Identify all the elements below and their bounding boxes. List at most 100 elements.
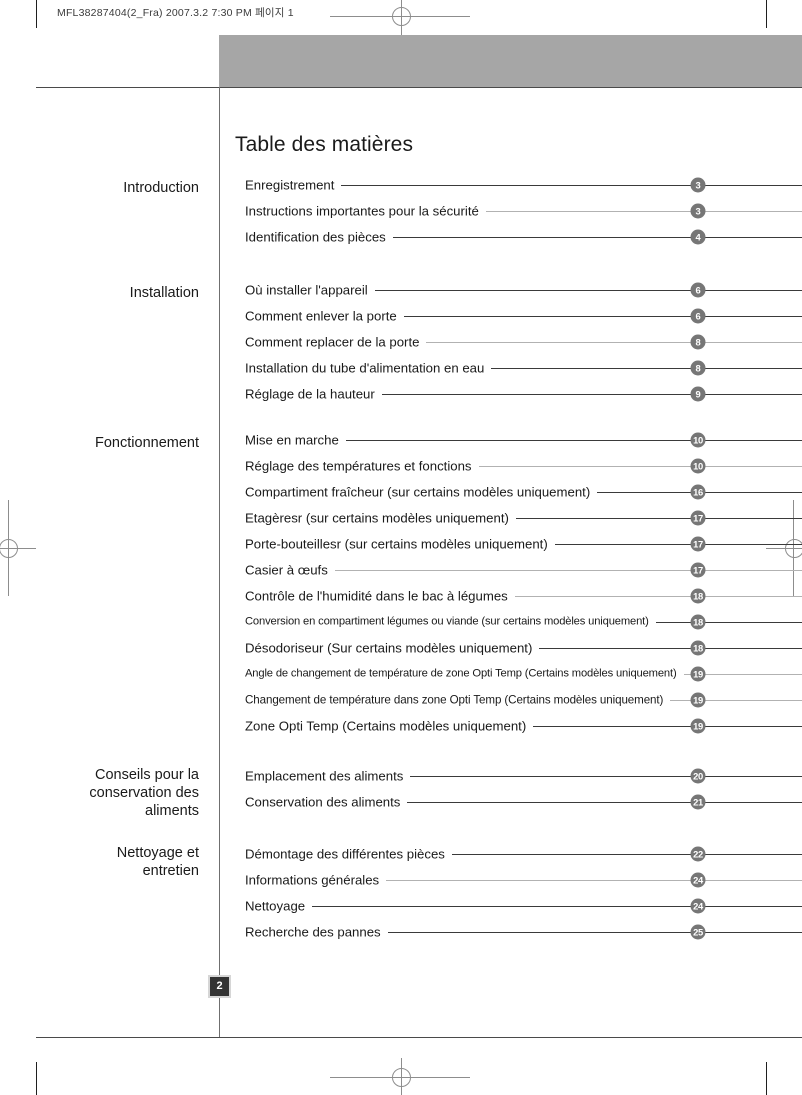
toc-entry[interactable]: Casier à œufs 17 [245,557,802,583]
toc-page-number-badge: 21 [690,794,706,810]
toc-entry-label: Contrôle de l'humidité dans le bac à lég… [245,588,515,604]
trim-line-right-vertical [766,0,767,28]
toc-entry[interactable]: Emplacement des aliments 20 [245,763,802,789]
toc-entry-label: Recherche des pannes [245,924,388,940]
toc-entry-label: Désodoriseur (Sur certains modèles uniqu… [245,640,540,656]
folio-box: 2 [208,975,231,998]
toc-entry[interactable]: Conservation des aliments 21 [245,789,802,815]
toc-entry-label: Conservation des aliments [245,794,408,810]
toc-page-number-badge: 24 [690,898,706,914]
toc-entry[interactable]: Comment replacer de la porte 8 [245,329,802,355]
toc-page-number-badge: 19 [690,692,706,708]
toc-entry[interactable]: Installation du tube d'alimentation en e… [245,355,802,381]
toc-entry-label: Emplacement des aliments [245,768,411,784]
toc-entries-introduction: Enregistrement 3 Instructions importante… [245,172,802,250]
toc-page-number-badge: 6 [690,282,706,298]
toc-entry-label: Casier à œufs [245,562,335,578]
toc-page-number-badge: 20 [690,768,706,784]
toc-page-number-badge: 19 [690,666,706,682]
toc-page-number-badge: 8 [690,334,706,350]
toc-entry-label: Où installer l'appareil [245,282,375,298]
trim-line-right-vertical-bottom [766,1062,767,1095]
toc-page-number-badge: 10 [690,458,706,474]
registration-mark-top-icon [392,7,411,26]
toc-page-number-badge: 4 [690,229,706,245]
toc-entry-label: Angle de changement de température de zo… [245,666,684,682]
toc-entry[interactable]: Identification des pièces 4 [245,224,802,250]
toc-entry-label: Changement de température dans zone Opti… [245,692,671,708]
toc-entry-label: Réglage de la hauteur [245,386,382,402]
toc-page-number-badge: 17 [690,510,706,526]
toc-entry-label: Nettoyage [245,898,313,914]
registration-mark-right-icon [785,539,802,558]
toc-entry[interactable]: Mise en marche 10 [245,427,802,453]
toc-entry[interactable]: Etagèresr (sur certains modèles uniqueme… [245,505,802,531]
toc-page-number-badge: 9 [690,386,706,402]
toc-entry[interactable]: Recherche des pannes 25 [245,919,802,945]
horizontal-rule-top [36,87,802,88]
toc-entry[interactable]: Compartiment fraîcheur (sur certains mod… [245,479,802,505]
leader-line [245,854,802,855]
registration-line-right-horizontal [766,548,802,549]
toc-entry-label: Identification des pièces [245,229,393,245]
toc-entry-label: Conversion en compartiment légumes ou vi… [245,614,656,630]
toc-entry[interactable]: Changement de température dans zone Opti… [245,687,802,713]
toc-page-number-badge: 8 [690,360,706,376]
trim-line-left-vertical [36,0,37,28]
registration-mark-left-icon [0,539,18,558]
toc-entry-label: Démontage des différentes pièces [245,846,452,862]
toc-entry[interactable]: Angle de changement de température de zo… [245,661,802,687]
toc-entry[interactable]: Nettoyage 24 [245,893,802,919]
leader-line [245,316,802,317]
toc-entry[interactable]: Conversion en compartiment légumes ou vi… [245,609,802,635]
toc-page-number-badge: 17 [690,536,706,552]
toc-entry-label: Informations générales [245,872,387,888]
toc-page-number-badge: 24 [690,872,706,888]
vertical-column-divider [219,87,220,1037]
leader-line [245,237,802,238]
registration-mark-bottom-icon [392,1068,411,1087]
toc-page-number-badge: 18 [690,640,706,656]
toc-entry[interactable]: Enregistrement 3 [245,172,802,198]
toc-entry-label: Instructions importantes pour la sécurit… [245,203,486,219]
toc-entry[interactable]: Réglage de la hauteur 9 [245,381,802,407]
leader-line [245,596,802,597]
trim-line-left-vertical-bottom [36,1062,37,1095]
leader-line [245,185,802,186]
toc-entry[interactable]: Comment enlever la porte 6 [245,303,802,329]
toc-page-number-badge: 17 [690,562,706,578]
toc-entry[interactable]: Contrôle de l'humidité dans le bac à lég… [245,583,802,609]
toc-entry-label: Etagèresr (sur certains modèles uniqueme… [245,510,516,526]
toc-entry-label: Enregistrement [245,177,342,193]
toc-entry-label: Compartiment fraîcheur (sur certains mod… [245,484,598,500]
leader-line [245,776,802,777]
leader-line [245,342,802,343]
leader-line [245,394,802,395]
toc-entry[interactable]: Instructions importantes pour la sécurit… [245,198,802,224]
toc-page-number-badge: 18 [690,614,706,630]
toc-entry[interactable]: Zone Opti Temp (Certains modèles uniquem… [245,713,802,739]
toc-entry-label: Porte-bouteillesr (sur certains modèles … [245,536,555,552]
folio-number: 2 [210,977,229,996]
leader-line [245,368,802,369]
header-gray-banner [219,35,802,87]
toc-entry-label: Comment replacer de la porte [245,334,427,350]
toc-entry-label: Zone Opti Temp (Certains modèles uniquem… [245,718,534,734]
leader-line [245,290,802,291]
toc-entry-label: Comment enlever la porte [245,308,404,324]
toc-entry[interactable]: Désodoriseur (Sur certains modèles uniqu… [245,635,802,661]
leader-line [245,932,802,933]
prepress-header-text: MFL38287404(2_Fra) 2007.3.2 7:30 PM 페이지 … [57,7,294,19]
toc-page-number-badge: 3 [690,177,706,193]
toc-entry-label: Installation du tube d'alimentation en e… [245,360,492,376]
toc-page-number-badge: 18 [690,588,706,604]
toc-entry[interactable]: Informations générales 24 [245,867,802,893]
toc-entry[interactable]: Réglage des températures et fonctions 10 [245,453,802,479]
leader-line [245,466,802,467]
toc-group-title-fonctionnement: Fonctionnement [95,435,199,451]
toc-entry[interactable]: Démontage des différentes pièces 22 [245,841,802,867]
toc-entry[interactable]: Où installer l'appareil 6 [245,277,802,303]
leader-line [245,906,802,907]
toc-entry[interactable]: Porte-bouteillesr (sur certains modèles … [245,531,802,557]
toc-page-number-badge: 25 [690,924,706,940]
